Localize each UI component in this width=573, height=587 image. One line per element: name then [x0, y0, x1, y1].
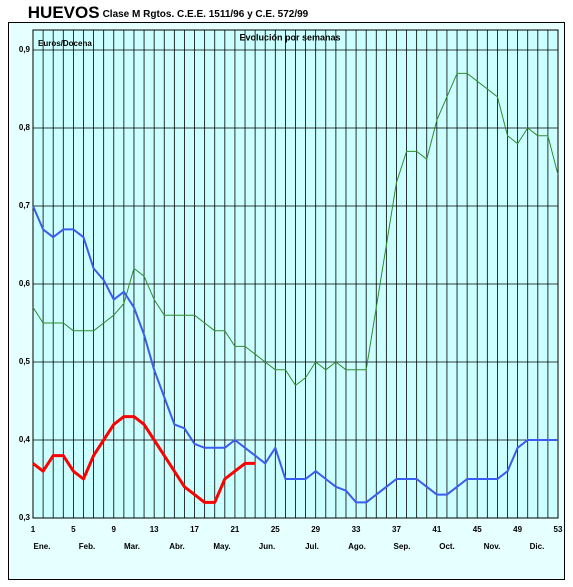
x-tick-label: 33 — [352, 525, 361, 534]
month-label: May. — [213, 542, 230, 551]
plot-title: Evolución por semanas — [239, 32, 340, 42]
y-tick-label: 0,9 — [19, 45, 31, 54]
y-tick-label: 0,8 — [19, 123, 31, 132]
month-label: Abr. — [169, 542, 185, 551]
month-label: Jul. — [305, 542, 319, 551]
chart-heading: HUEVOS Clase M Rgtos. C.E.E. 1511/96 y C.… — [28, 3, 309, 22]
y-tick-label: 0,7 — [19, 201, 31, 210]
month-label: Nov. — [484, 542, 501, 551]
x-tick-label: 13 — [150, 525, 159, 534]
x-tick-label: 25 — [271, 525, 280, 534]
month-label: Dic. — [530, 542, 545, 551]
month-label: Feb. — [79, 542, 95, 551]
series-line — [32, 415, 256, 504]
x-tick-label: 41 — [432, 525, 441, 534]
month-label: Jun. — [259, 542, 275, 551]
y-tick-label: 0,3 — [19, 513, 31, 522]
x-tick-label: 17 — [190, 525, 199, 534]
series-line — [32, 205, 558, 504]
x-tick-label: 37 — [392, 525, 401, 534]
x-tick-label: 1 — [31, 525, 36, 534]
month-label: Oct. — [439, 542, 455, 551]
y-axis-label: Euros/Docena — [38, 39, 92, 48]
x-tick-label: 45 — [473, 525, 482, 534]
x-tick-label: 21 — [230, 525, 239, 534]
y-tick-label: 0,5 — [19, 357, 31, 366]
y-tick-label: 0,4 — [19, 435, 31, 444]
month-label: Ene. — [34, 542, 51, 551]
month-label: Ago. — [348, 542, 366, 551]
x-tick-label: 29 — [311, 525, 320, 534]
chart-title: HUEVOS — [28, 3, 100, 22]
month-label: Sep. — [394, 542, 411, 551]
x-tick-label: 49 — [513, 525, 522, 534]
x-tick-label: 5 — [71, 525, 76, 534]
x-tick-label: 53 — [554, 525, 563, 534]
series-line — [32, 72, 559, 386]
chart-subtitle: Clase M Rgtos. C.E.E. 1511/96 y C.E. 572… — [103, 9, 309, 20]
month-label: Mar. — [124, 542, 140, 551]
x-tick-label: 9 — [112, 525, 117, 534]
y-tick-label: 0,6 — [19, 279, 31, 288]
